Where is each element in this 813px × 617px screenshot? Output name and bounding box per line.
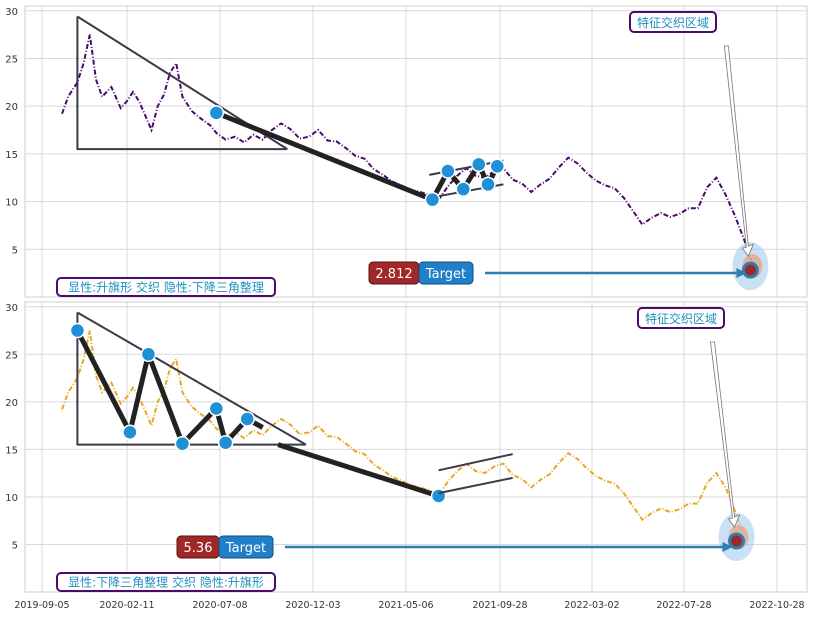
y-tick-label: 20: [5, 398, 18, 409]
zone-label-box: [629, 11, 717, 33]
flag-line: [438, 453, 513, 472]
flag-point: [480, 176, 496, 193]
trend-point: [208, 105, 225, 121]
descending-triangle-point: [239, 411, 255, 427]
flag-point: [470, 156, 487, 173]
y-tick-label: 5: [12, 540, 18, 551]
target-arrow-head: [736, 268, 747, 278]
x-axis: 2019-09-05 2020-02-11 2020-07-08 2020-12-03…: [14, 600, 804, 611]
flag-point: [489, 158, 506, 175]
x-tick-label: 2022-03-02: [564, 600, 619, 611]
target-text: Target: [225, 541, 266, 556]
descending-triangle-line: [277, 442, 440, 499]
x-tick-label: 2020-07-08: [192, 600, 247, 611]
x-tick-label: 2021-05-06: [378, 600, 433, 611]
descending-triangle-point: [430, 488, 447, 504]
flag-point: [440, 163, 456, 179]
target-arrow-head: [722, 542, 733, 552]
y-tick-label: 30: [5, 303, 18, 314]
pattern-summary-box: [56, 277, 276, 297]
target-point: [741, 261, 759, 279]
x-tick-label: 2021-09-28: [472, 600, 527, 611]
zone-label-box: [637, 307, 725, 329]
target-text: Target: [425, 267, 466, 282]
pattern-summary-text: 显性:升旗形 交织 隐性:下降三角整理: [68, 280, 264, 295]
y-tick-label: 5: [12, 245, 18, 256]
descending-triangle-point: [217, 434, 234, 451]
descending-triangle-point: [69, 322, 86, 339]
trend-line: [215, 110, 434, 203]
target-text-badge: [218, 535, 274, 559]
target-text-badge: [418, 261, 474, 285]
y-tick-label: 20: [5, 102, 18, 113]
descending-triangle-point: [174, 435, 191, 452]
x-tick-label: 2019-09-05: [14, 600, 69, 611]
descending-triangle-line: [76, 16, 288, 151]
y-tick-label: 10: [5, 198, 18, 209]
descending-triangle-point: [122, 424, 138, 441]
plot-frame: [24, 5, 808, 298]
zone-pointer-arrow: [723, 45, 755, 257]
zone-label-text: 特征交织区域: [637, 15, 709, 30]
zone-label-text: 特征交织区域: [645, 311, 717, 326]
price-series-line: [61, 34, 753, 264]
x-tick-label: 2020-12-03: [285, 600, 340, 611]
flag-point: [455, 181, 472, 197]
target-point: [728, 532, 745, 550]
descending-triangle-point: [140, 346, 157, 363]
y-tick-label: 25: [5, 350, 18, 361]
y-tick-label: 10: [5, 493, 18, 504]
target-value-text: 5.36: [184, 541, 213, 556]
plot-frame: [24, 301, 808, 593]
descending-triangle-line: [76, 311, 307, 446]
y-tick-label: 30: [5, 7, 18, 18]
pattern-summary-box: [56, 572, 276, 592]
x-tick-label: 2022-10-28: [749, 600, 804, 611]
zone-pointer-arrow: [710, 341, 741, 528]
pattern-summary-text: 显性:下降三角整理 交织 隐性:升旗形: [68, 575, 264, 590]
price-series-line: [61, 330, 746, 538]
y-tick-label: 25: [5, 54, 18, 65]
y-tick-label: 15: [5, 445, 18, 456]
flag-line: [438, 476, 513, 495]
target-value-text: 2.812: [375, 267, 412, 282]
x-tick-label: 2022-07-28: [656, 600, 711, 611]
flag-point: [424, 191, 441, 208]
y-tick-label: 15: [5, 150, 18, 161]
descending-triangle-point: [208, 400, 225, 417]
x-tick-label: 2020-02-11: [99, 600, 154, 611]
